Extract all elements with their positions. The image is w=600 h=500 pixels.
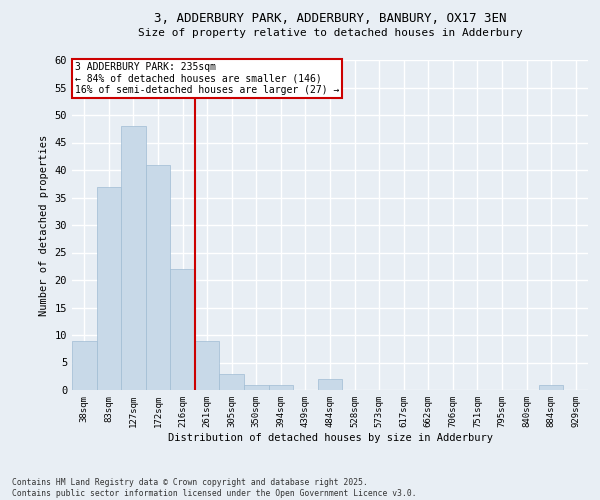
Bar	[539, 384, 563, 390]
Text: Contains HM Land Registry data © Crown copyright and database right 2025.
Contai: Contains HM Land Registry data © Crown c…	[12, 478, 416, 498]
X-axis label: Distribution of detached houses by size in Adderbury: Distribution of detached houses by size …	[167, 432, 493, 442]
Bar	[72, 340, 97, 390]
Bar	[318, 379, 342, 390]
Bar	[269, 384, 293, 390]
Text: 3 ADDERBURY PARK: 235sqm
← 84% of detached houses are smaller (146)
16% of semi-: 3 ADDERBURY PARK: 235sqm ← 84% of detach…	[74, 62, 339, 95]
Bar	[244, 384, 269, 390]
Bar	[146, 164, 170, 390]
Bar	[97, 186, 121, 390]
Y-axis label: Number of detached properties: Number of detached properties	[39, 134, 49, 316]
Text: 3, ADDERBURY PARK, ADDERBURY, BANBURY, OX17 3EN: 3, ADDERBURY PARK, ADDERBURY, BANBURY, O…	[154, 12, 506, 26]
Bar	[170, 269, 195, 390]
Text: Size of property relative to detached houses in Adderbury: Size of property relative to detached ho…	[137, 28, 523, 38]
Bar	[121, 126, 146, 390]
Bar	[195, 340, 220, 390]
Bar	[220, 374, 244, 390]
